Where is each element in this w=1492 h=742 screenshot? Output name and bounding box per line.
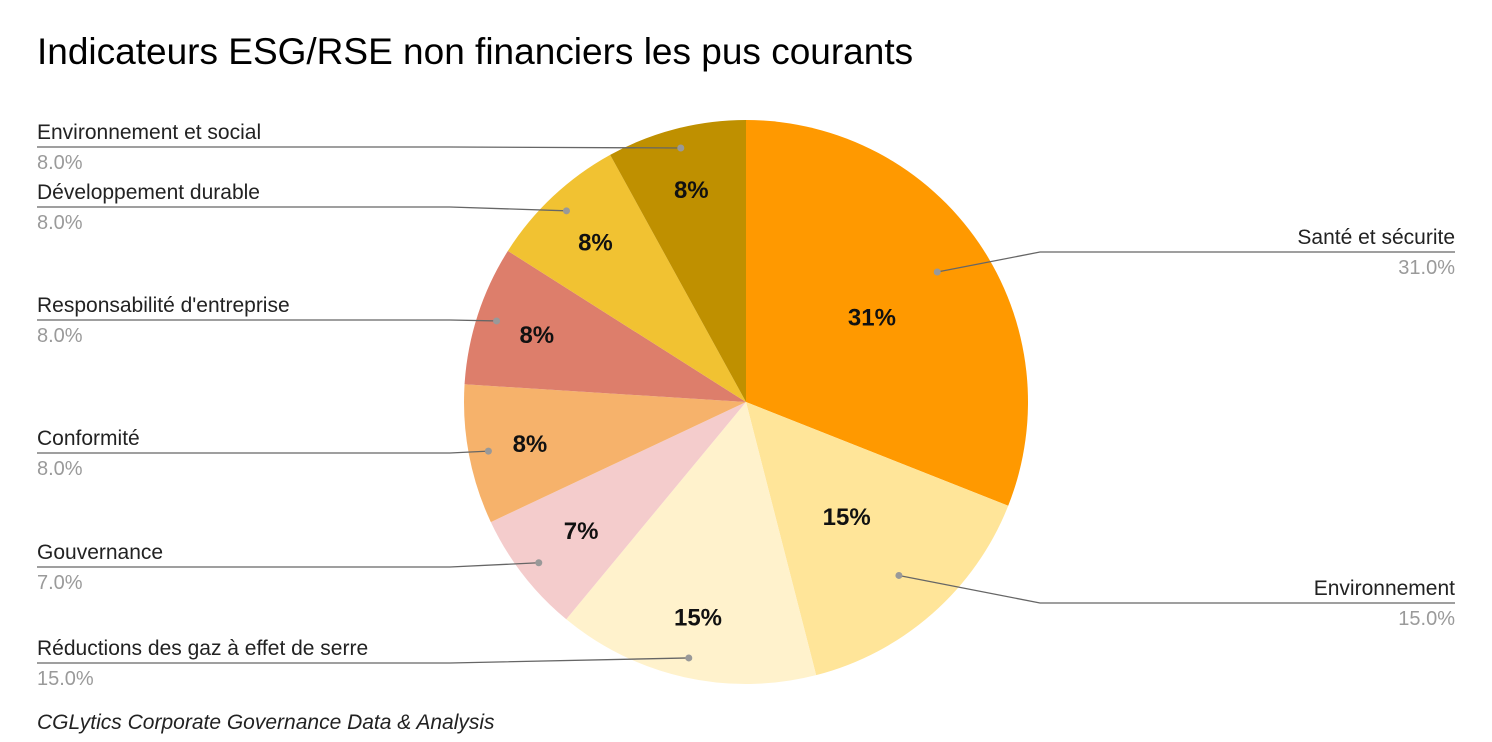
slice-category-label: Environnement [1314, 577, 1455, 600]
slice-value-label: 15% [823, 504, 871, 531]
leader-line [37, 450, 489, 454]
slice-category-label: Développement durable [37, 181, 260, 204]
slice-value-label: 8% [513, 431, 548, 458]
slice-percent-label: 15.0% [1398, 608, 1455, 630]
pie-slice [490, 402, 746, 620]
slice-category-label: Responsabilité d'entreprise [37, 294, 290, 317]
slice-percent-label: 8.0% [37, 458, 83, 480]
leader-dot [933, 268, 941, 276]
pie-slice [746, 120, 1028, 506]
leader-line [37, 206, 567, 212]
slice-category-label: Conformité [37, 427, 140, 450]
leader-lines [37, 144, 1455, 664]
slice-category-label: Santé et sécurite [1297, 226, 1455, 249]
slice-percent-label: 15.0% [37, 668, 94, 690]
slice-percent-label: 8.0% [37, 152, 83, 174]
leader-dot [493, 317, 501, 325]
leader-dot [677, 144, 685, 152]
slice-value-label: 8% [578, 230, 613, 257]
leader-dot [535, 559, 543, 567]
slice-value-label: 8% [519, 322, 554, 349]
slice-percent-label: 8.0% [37, 325, 83, 347]
pie-slice [610, 120, 746, 402]
leader-line [37, 319, 497, 322]
leader-line [898, 574, 1455, 604]
leader-line [37, 146, 681, 149]
slice-category-labels: Santé et sécurite 31.0% Environnement 15.0%… [37, 121, 1455, 690]
leader-dot [895, 571, 903, 579]
slice-category-label: Environnement et social [37, 121, 261, 144]
pie-slice [463, 384, 746, 523]
slice-value-label: 15% [674, 605, 722, 632]
pie-slice [566, 402, 817, 684]
leader-line [37, 657, 689, 664]
slice-value-labels: 31% 15% 15% 7% 8% 8% 8% 8% [513, 177, 896, 632]
pie-slice [464, 250, 746, 402]
pie-slice [746, 402, 1009, 676]
slice-value-label: 31% [848, 304, 896, 331]
slice-percent-label: 7.0% [37, 572, 83, 594]
slice-category-label: Gouvernance [37, 541, 163, 564]
slice-percent-label: 8.0% [37, 212, 83, 234]
pie-slices [463, 120, 1028, 684]
slice-category-label: Réductions des gaz à effet de serre [37, 637, 368, 660]
leader-dot [685, 654, 693, 662]
slice-value-label: 8% [674, 177, 709, 204]
pie-slice [507, 154, 746, 402]
chart-title: Indicateurs ESG/RSE non financiers les p… [37, 31, 913, 72]
slice-value-label: 7% [564, 518, 599, 545]
leader-dot [484, 447, 492, 455]
source-note: CGLytics Corporate Governance Data & Ana… [37, 711, 495, 734]
leader-dot [562, 207, 570, 215]
leader-line [37, 562, 539, 568]
slice-percent-label: 31.0% [1398, 257, 1455, 279]
leader-line [937, 251, 1455, 273]
